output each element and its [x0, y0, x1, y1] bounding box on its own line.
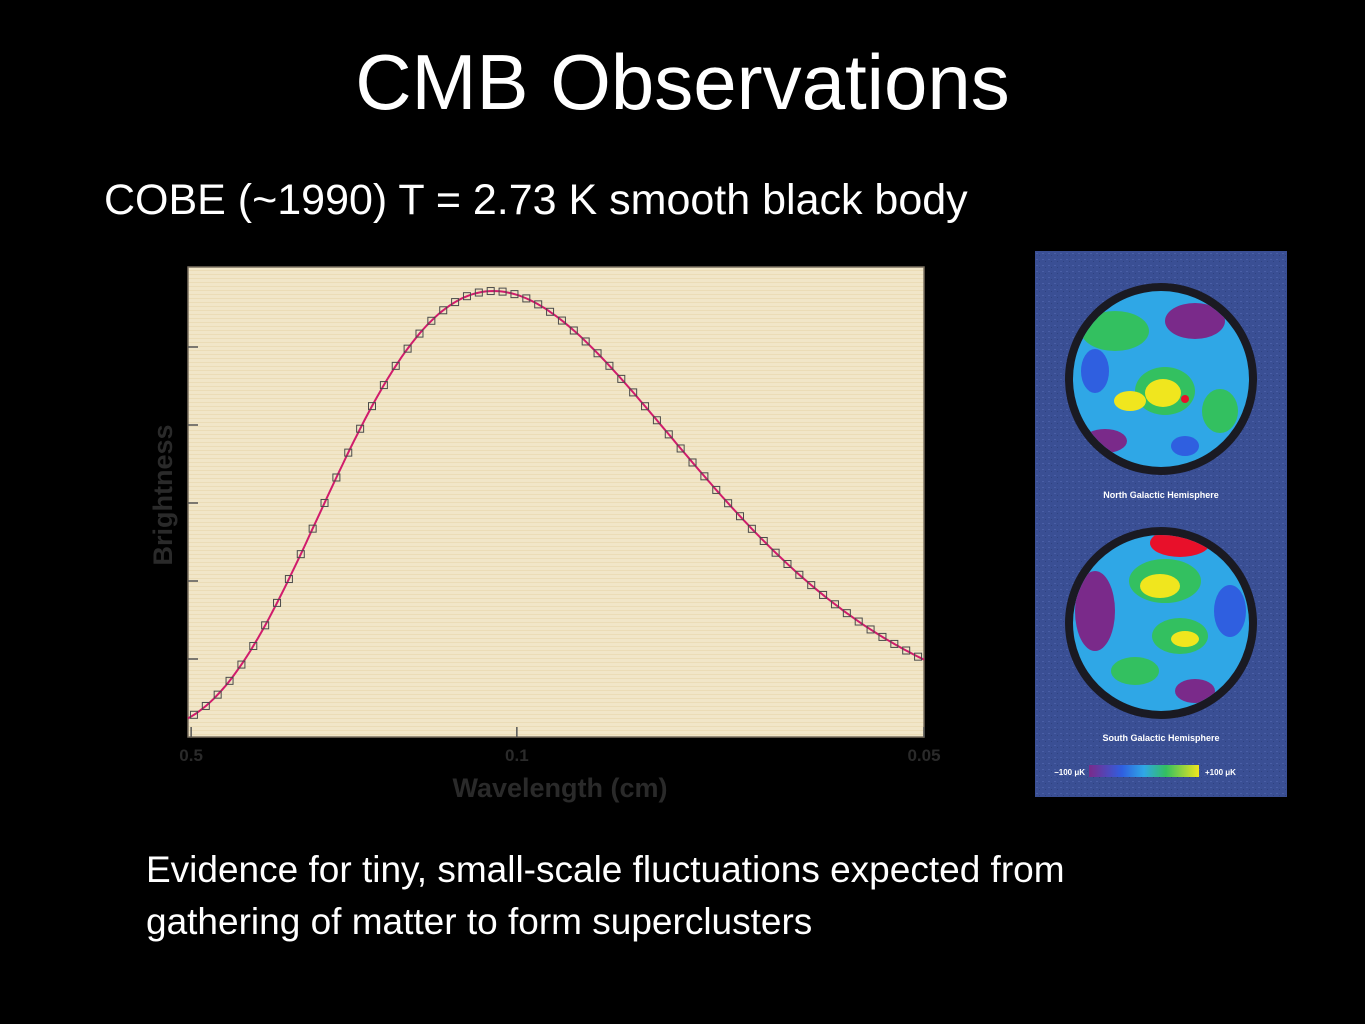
north-hemisphere-map — [1065, 283, 1257, 475]
caption-line-1: Evidence for tiny, small-scale fluctuati… — [146, 849, 1065, 890]
data-marker — [261, 621, 270, 630]
y-ticks — [188, 346, 198, 660]
data-marker — [700, 472, 709, 481]
y-axis-label: Brightness — [148, 424, 178, 565]
data-marker — [712, 485, 721, 494]
data-marker — [534, 300, 543, 309]
data-marker — [308, 524, 317, 533]
data-marker — [462, 292, 471, 301]
data-marker — [902, 646, 911, 655]
data-marker — [510, 290, 519, 299]
scale-bar — [1089, 765, 1199, 777]
data-marker — [676, 444, 685, 453]
scale-max-label: +100 μK — [1205, 768, 1236, 777]
blackbody-curve — [187, 289, 925, 720]
data-marker — [403, 344, 412, 353]
subtitle: COBE (~1990) T = 2.73 K smooth black bod… — [104, 176, 968, 224]
data-marker — [284, 575, 293, 584]
data-marker — [736, 512, 744, 521]
data-marker — [581, 337, 590, 346]
data-marker — [866, 625, 875, 634]
x-tick-label: 0.1 — [505, 746, 529, 765]
data-marker — [249, 641, 258, 650]
data-marker — [664, 430, 673, 439]
data-marker — [451, 298, 460, 307]
cobe-sky-maps: North Galactic Hemisphere South Galactic… — [1035, 251, 1287, 797]
data-marker — [783, 559, 792, 568]
blackbody-chart: 0.5 0.1 0.05 Wavelength (cm) Brightness — [148, 266, 941, 803]
data-marker — [830, 600, 839, 609]
data-marker — [415, 329, 424, 338]
plot-area — [187, 266, 925, 738]
data-marker — [854, 617, 863, 626]
data-marker — [379, 381, 388, 390]
data-marker — [344, 448, 353, 457]
data-marker — [486, 287, 495, 296]
data-marker — [332, 473, 341, 482]
north-hemisphere-label: North Galactic Hemisphere — [1103, 490, 1219, 500]
data-marker — [807, 581, 816, 590]
data-marker — [688, 458, 697, 467]
data-marker — [641, 402, 650, 411]
data-marker — [427, 316, 436, 325]
data-marker — [237, 660, 246, 669]
data-marker — [593, 349, 602, 358]
data-marker — [201, 701, 210, 710]
data-marker — [498, 287, 507, 296]
data-marker — [189, 710, 198, 719]
data-marker — [795, 570, 804, 579]
x-axis-label: Wavelength (cm) — [452, 773, 667, 803]
data-marker — [356, 424, 365, 433]
caption-line-2: gathering of matter to form supercluster… — [146, 901, 813, 942]
data-marker — [914, 652, 923, 661]
data-marker — [819, 590, 828, 599]
data-marker — [522, 294, 531, 303]
data-marker — [296, 550, 305, 559]
scale-min-label: −100 μK — [1054, 768, 1085, 777]
data-marker — [878, 632, 887, 641]
data-marker — [605, 361, 614, 370]
data-marker — [652, 416, 661, 425]
data-marker — [273, 598, 282, 607]
data-marker — [724, 499, 733, 508]
data-marker — [890, 639, 899, 648]
caption: Evidence for tiny, small-scale fluctuati… — [146, 844, 1065, 948]
south-hemisphere-map — [1065, 527, 1257, 719]
temperature-scale: −100 μK +100 μK — [1054, 765, 1236, 777]
data-marker — [747, 524, 756, 533]
data-marker — [759, 536, 768, 545]
data-marker — [368, 402, 376, 411]
data-marker — [842, 609, 851, 618]
x-tick-label: 0.5 — [179, 746, 203, 765]
data-marker — [617, 374, 626, 383]
data-marker — [225, 676, 234, 685]
data-markers — [189, 287, 923, 719]
data-marker — [439, 306, 448, 315]
x-tick-label: 0.05 — [907, 746, 940, 765]
slide-title: CMB Observations — [355, 38, 1010, 126]
data-marker — [213, 690, 222, 699]
data-marker — [391, 361, 400, 370]
data-marker — [320, 498, 329, 507]
south-hemisphere-label: South Galactic Hemisphere — [1102, 733, 1219, 743]
x-ticks: 0.5 0.1 0.05 — [179, 727, 941, 765]
data-marker — [474, 288, 483, 297]
data-marker — [771, 548, 780, 557]
data-marker — [557, 316, 566, 325]
data-marker — [546, 307, 555, 316]
data-marker — [629, 388, 638, 397]
data-marker — [569, 326, 578, 335]
